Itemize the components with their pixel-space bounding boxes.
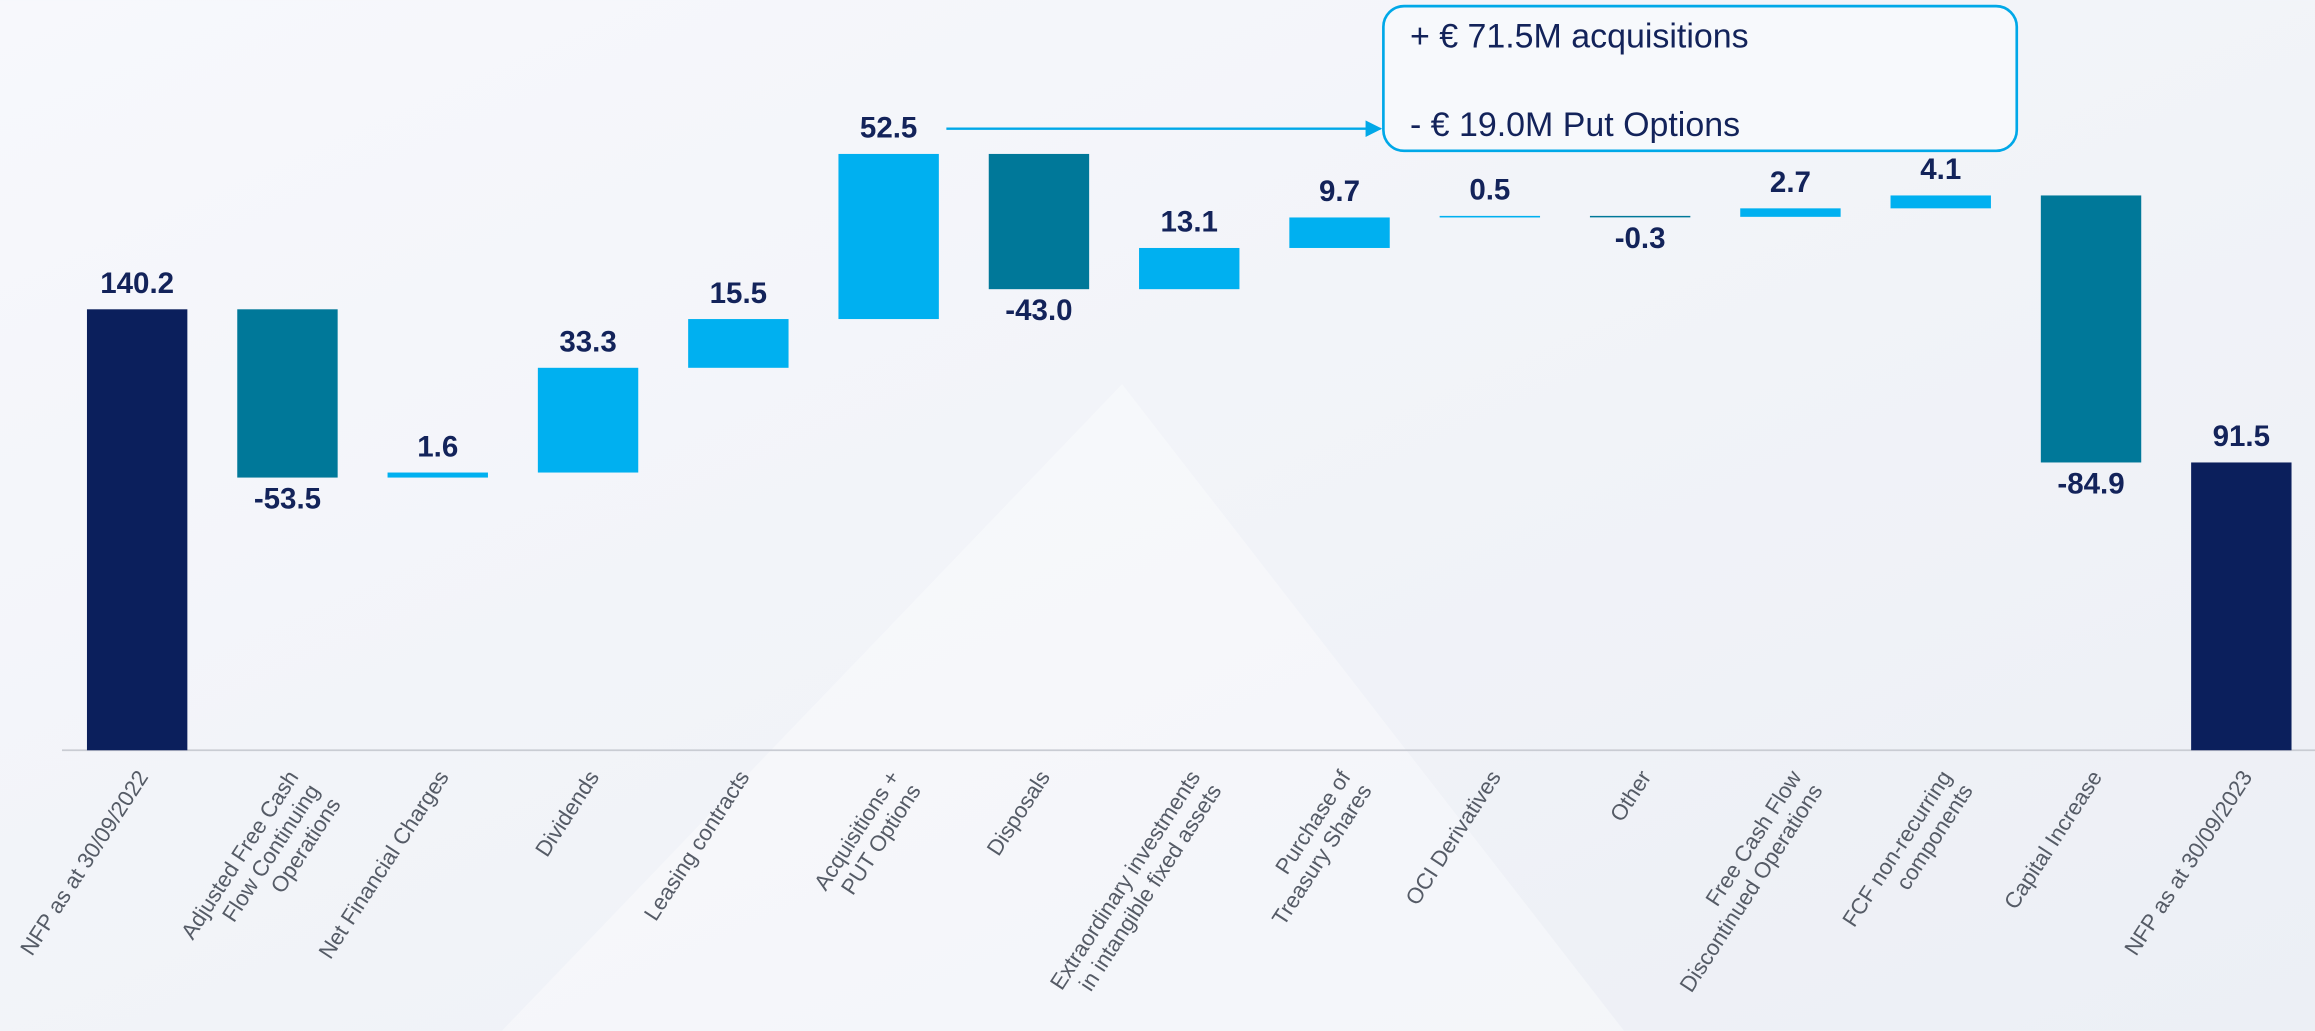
bar — [2040, 195, 2142, 463]
bar — [688, 319, 789, 368]
value-label: 13.1 — [1161, 206, 1218, 239]
value-label: 91.5 — [2213, 420, 2270, 453]
annotation: + € 71.5M acquisitions — [1410, 17, 1749, 55]
value-label: -53.5 — [254, 483, 321, 516]
bar — [1289, 217, 1390, 248]
annotation: - € 19.0M Put Options — [1410, 106, 1740, 144]
bar — [988, 153, 1090, 290]
bar — [1589, 215, 1691, 218]
bar — [1139, 247, 1240, 290]
value-label: 33.3 — [559, 326, 616, 359]
background-shape — [501, 384, 1625, 1031]
value-label: 9.7 — [1319, 175, 1360, 208]
bar — [237, 309, 338, 478]
bar — [387, 472, 488, 478]
value-label: -0.3 — [1615, 222, 1666, 255]
bar — [2191, 462, 2292, 751]
bar — [86, 309, 188, 751]
value-label: 140.2 — [100, 267, 174, 300]
value-label: 4.1 — [1920, 153, 1961, 186]
value-label: 0.5 — [1469, 174, 1510, 207]
value-label: -84.9 — [2057, 467, 2124, 500]
value-label: 15.5 — [710, 277, 767, 310]
value-label: 2.7 — [1770, 166, 1811, 199]
bar — [838, 153, 939, 320]
value-label: -43.0 — [1005, 294, 1072, 327]
bar — [1740, 208, 1841, 217]
annotation-box — [1382, 4, 2019, 153]
bar — [1439, 215, 1541, 218]
value-label: 52.5 — [860, 112, 917, 145]
value-label: 1.6 — [417, 430, 458, 463]
bar — [1890, 195, 1991, 209]
bar — [537, 367, 639, 473]
